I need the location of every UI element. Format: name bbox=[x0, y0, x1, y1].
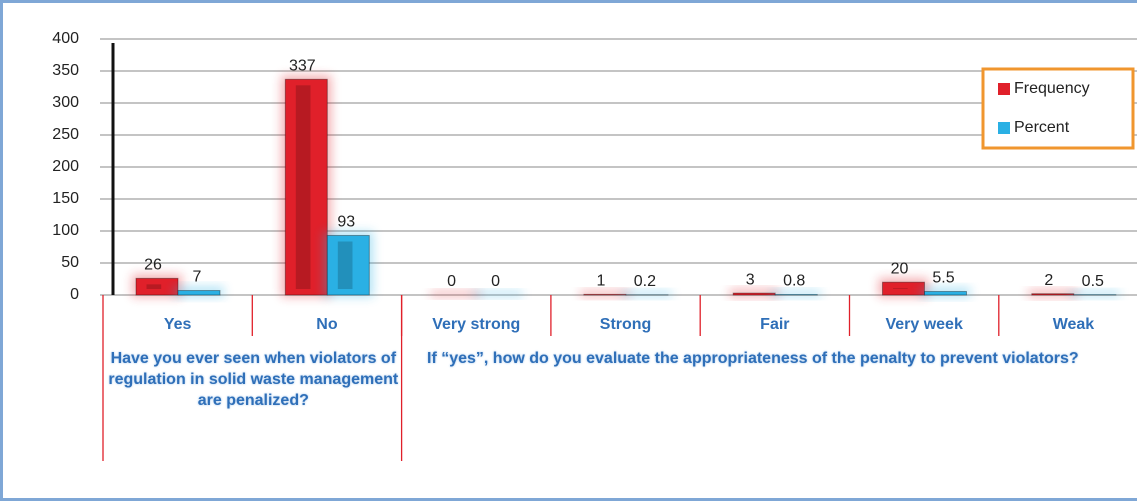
data-label: 20 bbox=[891, 260, 909, 277]
y-tick-label: 250 bbox=[52, 126, 79, 143]
y-tick-label: 400 bbox=[52, 30, 79, 47]
data-label: 7 bbox=[193, 269, 202, 286]
bar-glow bbox=[622, 291, 672, 297]
legend-swatch bbox=[998, 122, 1010, 134]
x-tick-label: Fair bbox=[760, 316, 789, 333]
bar bbox=[178, 291, 220, 295]
bar-face bbox=[338, 241, 353, 289]
y-tick-label: 50 bbox=[61, 254, 79, 271]
bar bbox=[584, 294, 626, 295]
bar-glow bbox=[771, 290, 821, 297]
y-tick-label: 150 bbox=[52, 190, 79, 207]
bar-glow bbox=[473, 291, 523, 297]
bar bbox=[733, 293, 775, 295]
data-label: 93 bbox=[337, 214, 355, 231]
x-tick-label: Very week bbox=[885, 316, 963, 333]
bar bbox=[1032, 294, 1074, 295]
y-tick-label: 300 bbox=[52, 94, 79, 111]
x-tick-label: Yes bbox=[164, 316, 192, 333]
data-label: 3 bbox=[746, 271, 755, 288]
data-label: 337 bbox=[289, 58, 316, 75]
data-label: 5.5 bbox=[932, 270, 954, 287]
group-label: Have you ever seen when violators of reg… bbox=[101, 348, 406, 411]
data-label: 2 bbox=[1044, 272, 1053, 289]
legend-label: Frequency bbox=[1014, 80, 1090, 97]
data-label: 1 bbox=[596, 273, 605, 290]
data-label: 0 bbox=[491, 273, 500, 290]
bar-face bbox=[893, 288, 908, 289]
x-tick-label: Very strong bbox=[432, 316, 520, 333]
bar bbox=[925, 291, 967, 295]
y-tick-label: 200 bbox=[52, 158, 79, 175]
bar-face bbox=[296, 85, 311, 289]
group-label: If “yes”, how do you evaluate the approp… bbox=[400, 348, 1107, 369]
data-label: 0.8 bbox=[783, 273, 805, 290]
x-tick-label: Weak bbox=[1053, 316, 1095, 333]
y-tick-label: 350 bbox=[52, 62, 79, 79]
legend-label: Percent bbox=[1014, 119, 1070, 136]
data-label: 26 bbox=[144, 257, 162, 274]
x-tick-label: No bbox=[316, 316, 338, 333]
bar bbox=[775, 294, 817, 295]
data-label: 0 bbox=[447, 273, 456, 290]
y-tick-label: 100 bbox=[52, 222, 79, 239]
y-tick-label: 0 bbox=[70, 286, 79, 303]
bar-face bbox=[147, 284, 162, 289]
chart: 050100150200250300350400Yes267No33793Ver… bbox=[3, 3, 1137, 504]
data-label: 0.2 bbox=[634, 273, 656, 290]
legend-swatch bbox=[998, 83, 1010, 95]
bar-glow bbox=[1070, 291, 1120, 297]
x-tick-label: Strong bbox=[600, 316, 652, 333]
data-label: 0.5 bbox=[1082, 273, 1104, 290]
